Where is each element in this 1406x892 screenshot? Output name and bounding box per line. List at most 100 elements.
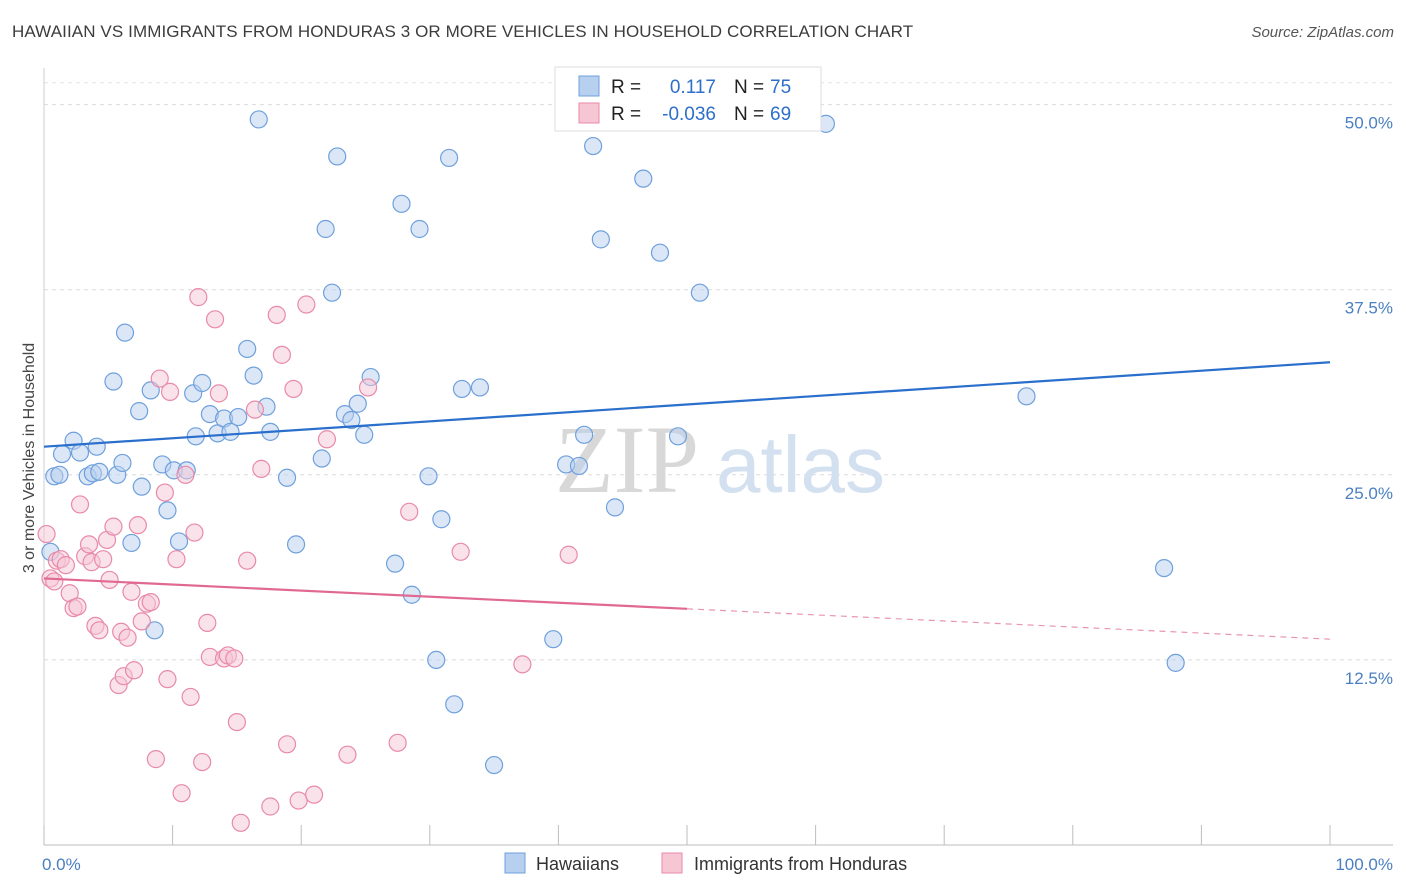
point-series1-41 — [198, 613, 217, 632]
point-series0-67 — [634, 169, 653, 188]
bottom-legend: Hawaiians Immigrants from Honduras — [504, 852, 907, 874]
point-series1-52 — [252, 459, 271, 478]
point-series0-38 — [286, 535, 306, 554]
point-series0-41 — [322, 283, 342, 302]
point-series0-62 — [569, 456, 589, 476]
y-tick-label-3: 50.0% — [1345, 114, 1393, 133]
point-series1-67 — [513, 655, 532, 674]
point-series1-62 — [338, 745, 357, 764]
point-series0-3 — [52, 444, 72, 464]
point-series1-22 — [118, 628, 137, 647]
point-series1-66 — [451, 542, 470, 561]
chart-title: HAWAIIAN VS IMMIGRANTS FROM HONDURAS 3 O… — [12, 22, 914, 41]
point-series0-37 — [277, 468, 297, 487]
point-series1-51 — [245, 400, 265, 419]
point-series1-8 — [68, 597, 87, 616]
point-series1-25 — [128, 516, 147, 535]
point-series0-9 — [90, 462, 109, 481]
point-series1-11 — [79, 535, 99, 554]
legend-n-label-1: N = — [734, 77, 764, 98]
point-series0-54 — [432, 510, 451, 529]
point-series0-51 — [410, 219, 429, 239]
point-series1-64 — [388, 733, 407, 752]
point-series0-59 — [485, 755, 504, 775]
point-series0-34 — [249, 110, 268, 129]
point-series1-47 — [225, 649, 244, 668]
point-series1-43 — [205, 310, 225, 329]
point-series0-26 — [193, 373, 212, 393]
point-series1-54 — [267, 305, 286, 324]
point-series0-64 — [584, 136, 603, 156]
y-tick-label-2: 37.5% — [1345, 299, 1393, 318]
point-series1-60 — [304, 785, 324, 804]
watermark-atlas: atlas — [716, 420, 885, 509]
point-series1-58 — [289, 791, 308, 810]
point-series0-57 — [452, 379, 472, 399]
point-series1-29 — [146, 750, 165, 769]
point-series1-15 — [94, 550, 113, 569]
legend-box: R = 0.117 N = 75 R = -0.036 N = 69 — [554, 66, 822, 132]
point-series0-12 — [113, 453, 132, 473]
point-series1-35 — [172, 784, 191, 803]
point-series1-14 — [90, 621, 109, 640]
point-series1-56 — [277, 735, 297, 754]
point-series0-58 — [470, 378, 490, 397]
point-series0-31 — [229, 407, 248, 427]
point-series1-30 — [150, 369, 169, 388]
point-series0-48 — [385, 554, 405, 573]
point-series1-61 — [317, 430, 337, 449]
trend-dashed-series1 — [686, 608, 1331, 640]
point-series0-49 — [392, 194, 411, 213]
legend-n-value-1: 75 — [770, 77, 791, 98]
point-series0-42 — [328, 147, 347, 166]
point-series0-15 — [130, 402, 149, 421]
point-series0-60 — [544, 630, 563, 649]
point-series0-13 — [115, 323, 135, 342]
trend-solid-series1 — [43, 577, 688, 610]
point-series1-2 — [45, 572, 64, 591]
point-series1-39 — [189, 288, 208, 307]
point-series1-5 — [56, 556, 75, 575]
point-series0-18 — [145, 621, 164, 640]
point-series0-74 — [1166, 653, 1185, 672]
legend-r-value-1: 0.117 — [670, 77, 716, 98]
point-series0-30 — [221, 422, 240, 441]
point-series1-17 — [100, 570, 119, 590]
point-series0-65 — [591, 230, 610, 249]
bottom-legend-swatch-honduras — [661, 852, 683, 874]
point-series0-63 — [575, 425, 594, 444]
point-series1-40 — [193, 752, 212, 772]
point-series0-72 — [1017, 387, 1036, 406]
point-series1-23 — [122, 582, 141, 601]
point-series0-16 — [132, 477, 151, 496]
x-tick-label-1: 100.0% — [1335, 855, 1393, 874]
point-series1-68 — [559, 545, 578, 564]
legend-n-value-2: 69 — [770, 104, 791, 125]
data-points — [37, 110, 1185, 832]
point-series0-39 — [312, 449, 331, 468]
point-series0-55 — [439, 148, 459, 168]
legend-swatch-hawaiians — [578, 75, 600, 97]
point-series1-33 — [160, 382, 180, 401]
point-series1-65 — [400, 502, 419, 521]
point-series1-32 — [158, 670, 177, 689]
point-series0-66 — [605, 498, 625, 517]
point-series1-9 — [70, 495, 90, 514]
legend-r-label-2: R = — [611, 104, 641, 125]
point-series1-38 — [185, 523, 204, 542]
point-series1-28 — [141, 593, 160, 612]
trend-lines — [43, 361, 1331, 640]
point-series0-68 — [650, 243, 670, 262]
point-series1-44 — [209, 384, 228, 403]
point-series0-53 — [427, 650, 446, 670]
point-series1-18 — [104, 517, 123, 536]
point-series0-45 — [348, 394, 367, 413]
point-series1-31 — [155, 483, 174, 502]
tick-labels: 0.0% 100.0% 12.5% 25.0% 37.5% 50.0% — [42, 114, 1393, 874]
watermark: ZIP atlas — [555, 406, 885, 513]
point-series0-44 — [342, 410, 361, 430]
point-series1-49 — [231, 813, 250, 832]
point-series0-20 — [158, 501, 177, 520]
point-series0-22 — [169, 532, 189, 551]
